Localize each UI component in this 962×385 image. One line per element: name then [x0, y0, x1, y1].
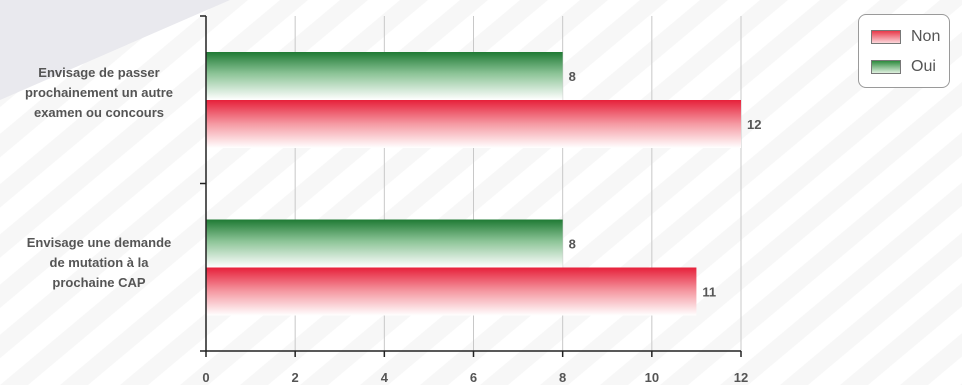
category-label-1: Envisage une demande de mutation à la pr… — [4, 233, 194, 293]
data-label-non-1: 11 — [702, 285, 716, 300]
category-label-0-line-0: Envisage de passer — [38, 65, 160, 80]
data-label-oui-1: 8 — [569, 237, 576, 252]
legend-label-non: Non — [911, 28, 941, 45]
category-label-1-line-1: de mutation à la — [49, 255, 149, 270]
legend-swatch-non — [871, 30, 901, 44]
category-label-0-line-2: examen ou concours — [33, 105, 165, 120]
x-tick-label: 4 — [381, 370, 389, 385]
bar-non-1 — [206, 267, 697, 316]
category-label-1-line-2: prochaine CAP — [52, 275, 146, 290]
background-stripe — [900, 333, 962, 385]
x-tick-label: 12 — [734, 370, 748, 385]
legend-label-oui: Oui — [911, 58, 936, 75]
legend: Non Oui — [858, 14, 950, 88]
background-stripe — [660, 132, 962, 385]
x-tick-labels: 0 2 4 6 8 10 12 — [202, 370, 748, 385]
bar-oui-0 — [206, 52, 563, 100]
background-stripe — [720, 182, 962, 385]
legend-swatch-oui — [871, 60, 901, 74]
x-tick-label: 2 — [292, 370, 299, 385]
bar-non-0 — [206, 100, 741, 148]
bar-oui-1 — [206, 219, 563, 268]
x-tick-label: 0 — [202, 370, 209, 385]
background-stripe — [0, 0, 248, 208]
x-tick-label: 8 — [559, 370, 566, 385]
background-stripe — [0, 0, 188, 158]
legend-item-oui: Oui — [871, 57, 936, 77]
bars — [206, 52, 741, 316]
background-corner-shape — [0, 0, 230, 100]
category-label-1-line-0: Envisage une demande — [26, 235, 172, 250]
category-label-0-line-1: prochainement un autre — [24, 85, 174, 100]
x-tick-label: 10 — [645, 370, 659, 385]
data-labels: 8 12 8 11 — [569, 69, 762, 300]
axes — [200, 15, 742, 357]
legend-item-non: Non — [871, 27, 940, 47]
category-label-0: Envisage de passer prochainement un autr… — [4, 63, 194, 123]
x-tick-label: 6 — [470, 370, 477, 385]
data-label-oui-0: 8 — [569, 69, 576, 84]
background-stripe — [840, 282, 962, 385]
data-label-non-0: 12 — [747, 117, 761, 132]
background-stripe — [780, 232, 962, 385]
